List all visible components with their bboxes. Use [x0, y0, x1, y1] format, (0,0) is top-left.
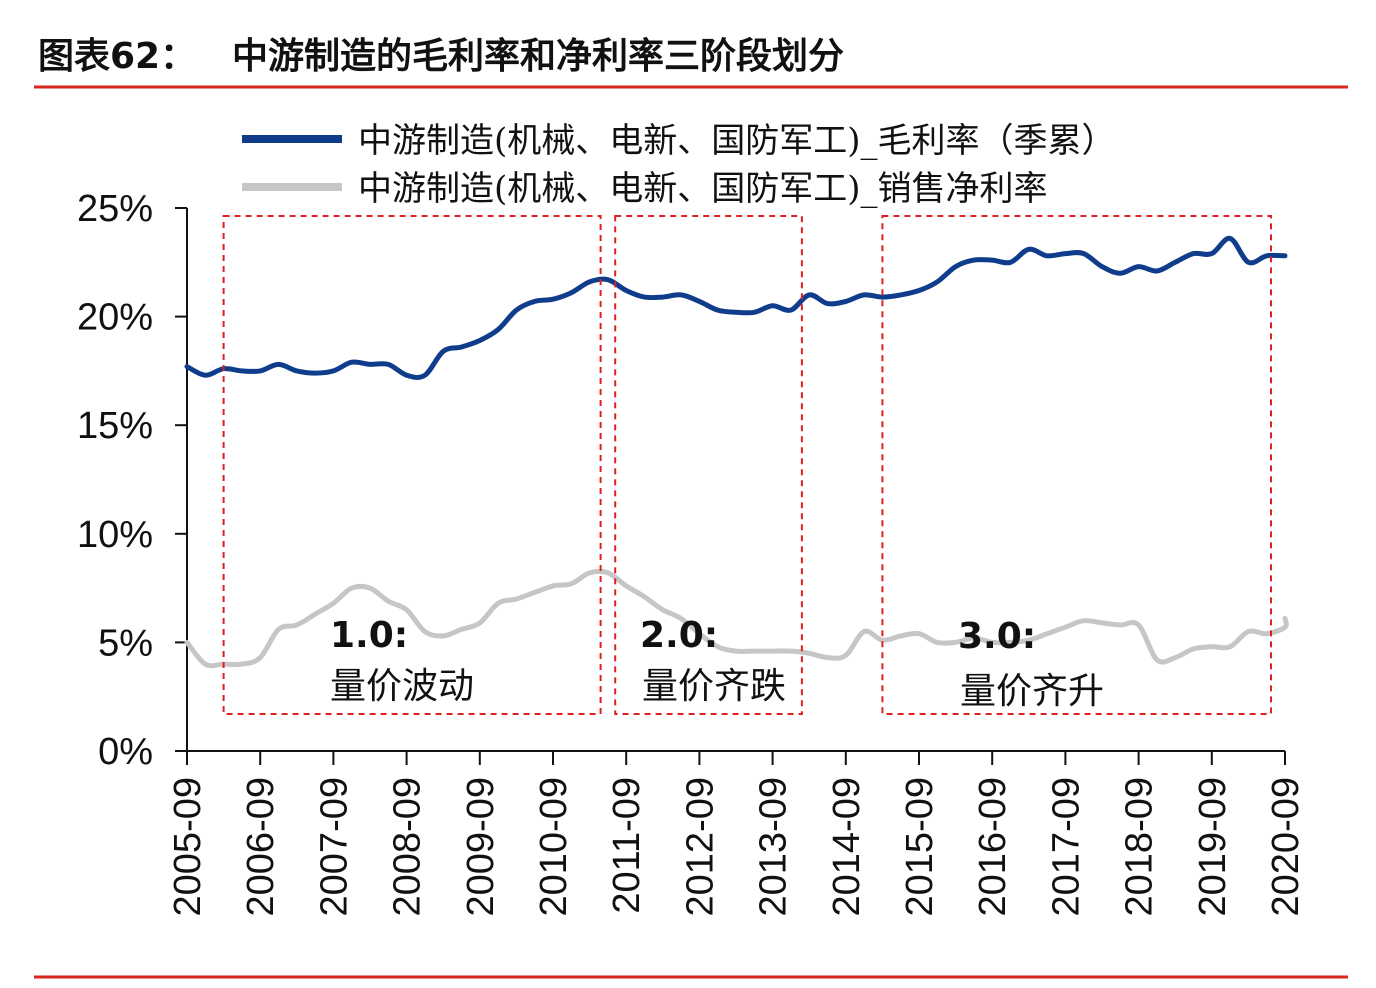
- x-tick-label: 2017-09: [1045, 777, 1087, 916]
- y-tick-label: 20%: [77, 297, 153, 339]
- phase-box-3: [881, 215, 1273, 715]
- x-tick-label: 2011-09: [606, 777, 648, 914]
- x-tick-label: 2007-09: [313, 777, 355, 916]
- y-tick-label: 10%: [77, 514, 153, 556]
- legend: 中游制造(机械、电新、国防军工)_毛利率（季累） 中游制造(机械、电新、国防军工…: [242, 121, 1116, 209]
- series-layer: [184, 235, 1289, 669]
- x-axis: 2005-09 2006-09 2007-09 2008-09 2009-09 2010-…: [167, 750, 1307, 916]
- x-tick-label: 2014-09: [826, 777, 868, 916]
- y-tick-label: 5%: [98, 622, 153, 664]
- x-tick-label: 2009-09: [460, 777, 502, 916]
- y-tick-label: 25%: [77, 188, 153, 230]
- phase-label-2: 2.0:: [640, 615, 718, 656]
- x-tick-label: 2015-09: [899, 777, 941, 916]
- legend-label-net-margin: 中游制造(机械、电新、国防军工)_销售净利率: [358, 169, 1048, 209]
- x-tick-label: 2018-09: [1119, 777, 1161, 916]
- x-tick-label: 2012-09: [679, 777, 721, 916]
- x-tick-label: 2006-09: [240, 777, 282, 916]
- x-tick-label: 2020-09: [1265, 777, 1307, 916]
- phase-desc-1: 量价波动: [330, 666, 474, 707]
- x-tick-label: 2010-09: [533, 777, 575, 916]
- phase-box-1: [222, 215, 602, 715]
- legend-label-gross-margin: 中游制造(机械、电新、国防军工)_毛利率（季累）: [358, 121, 1116, 161]
- phase-box-2: [614, 215, 803, 715]
- series-line-net-margin: [184, 568, 1289, 669]
- phase-label-1: 1.0:: [330, 615, 408, 656]
- phase-desc-2: 量价齐跌: [642, 666, 786, 707]
- y-axis: 0% 5% 10% 15% 20% 25%: [77, 188, 188, 773]
- x-tick-label: 2008-09: [387, 777, 429, 916]
- phase-desc-3: 量价齐升: [960, 671, 1104, 712]
- figure-title: 中游制造的毛利率和净利率三阶段划分: [232, 36, 844, 77]
- figure-number: 图表62：: [38, 36, 196, 77]
- y-tick-label: 0%: [98, 731, 153, 773]
- y-tick-label: 15%: [77, 405, 153, 447]
- x-tick-label: 2016-09: [972, 777, 1014, 916]
- phase-label-3: 3.0:: [958, 616, 1036, 657]
- phase-layer: 1.0: 量价波动 2.0: 量价齐跌 3.0: 量价齐升: [222, 215, 1273, 715]
- series-line-gross-margin: [184, 235, 1288, 380]
- x-tick-label: 2013-09: [753, 777, 795, 916]
- x-tick-label: 2005-09: [167, 777, 209, 916]
- x-tick-label: 2019-09: [1192, 777, 1234, 916]
